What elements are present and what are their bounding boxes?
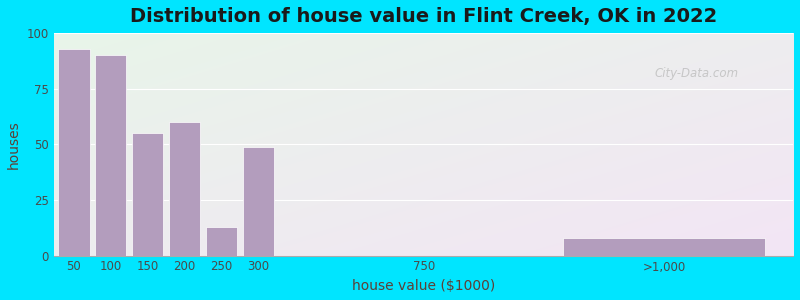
Bar	[95, 55, 126, 256]
Y-axis label: houses: houses	[7, 120, 21, 169]
Bar	[169, 122, 200, 256]
X-axis label: house value ($1000): house value ($1000)	[352, 279, 495, 293]
Bar	[206, 227, 237, 256]
Title: Distribution of house value in Flint Creek, OK in 2022: Distribution of house value in Flint Cre…	[130, 7, 717, 26]
Bar	[562, 238, 766, 256]
Bar	[58, 49, 90, 256]
Text: City-Data.com: City-Data.com	[655, 67, 739, 80]
Bar	[132, 133, 163, 256]
Bar	[242, 147, 274, 256]
